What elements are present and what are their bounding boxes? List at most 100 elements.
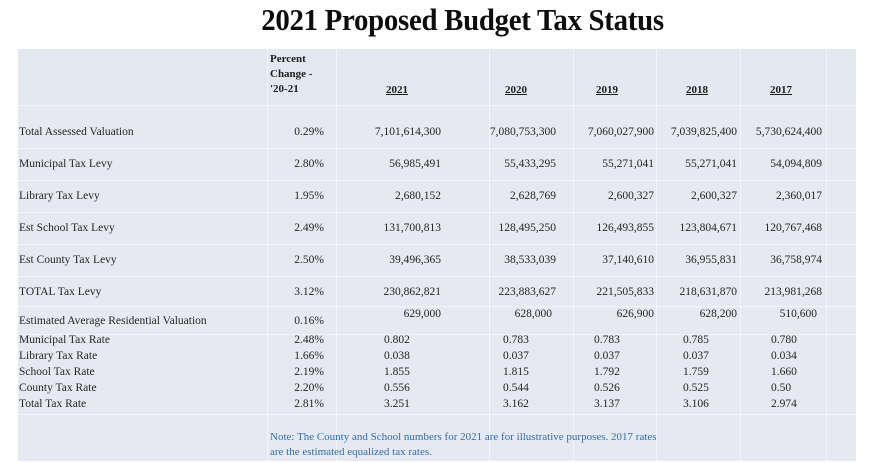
table-value: 55,271,041 — [685, 158, 737, 170]
row-divider — [18, 276, 856, 277]
row-label: Est County Tax Levy — [19, 254, 117, 266]
table-value: 3.162 — [503, 398, 529, 410]
row-divider — [18, 414, 856, 415]
table-value: 131,700,813 — [383, 222, 442, 234]
table-value: 626,900 — [616, 308, 654, 320]
table-value: 2,360,017 — [776, 190, 822, 202]
percent-change-value: 0.16% — [294, 315, 324, 327]
table-value: 223,883,627 — [498, 286, 557, 298]
table-value: 3.251 — [384, 398, 410, 410]
percent-change-value: 1.66% — [294, 350, 324, 362]
table-value: 2,680,152 — [395, 190, 441, 202]
percent-change-header-line: '20-21 — [270, 83, 299, 95]
year-header-2019: 2019 — [596, 84, 618, 96]
table-value: 218,631,870 — [679, 286, 738, 298]
table-value: 7,101,614,300 — [374, 126, 441, 138]
percent-change-value: 0.29% — [294, 126, 324, 138]
percent-change-value: 2.48% — [294, 334, 324, 346]
footnote-line: are the estimated equalized tax rates. — [270, 446, 432, 458]
row-label: Library Tax Levy — [19, 190, 100, 202]
percent-change-value: 3.12% — [294, 286, 324, 298]
table-value: 38,533,039 — [504, 254, 556, 266]
table-value: 2,600,327 — [608, 190, 654, 202]
row-divider — [18, 306, 856, 307]
table-value: 0.780 — [771, 334, 797, 346]
row-label: Library Tax Rate — [19, 350, 98, 362]
table-value: 0.034 — [771, 350, 797, 362]
row-divider — [18, 212, 856, 213]
table-value: 39,496,365 — [389, 254, 441, 266]
table-value: 126,493,855 — [596, 222, 655, 234]
percent-change-header: Percent Change - '20-21 — [270, 52, 312, 97]
table-value: 0.785 — [683, 334, 709, 346]
table-value: 0.525 — [683, 382, 709, 394]
table-value: 2.974 — [771, 398, 797, 410]
table-value: 7,060,027,900 — [587, 126, 654, 138]
table-value: 3.106 — [683, 398, 709, 410]
table-value: 128,495,250 — [498, 222, 557, 234]
table-value: 628,200 — [699, 308, 737, 320]
table-value: 0.50 — [771, 382, 792, 394]
year-header-2020: 2020 — [505, 84, 527, 96]
table-value: 54,094,809 — [770, 158, 822, 170]
column-divider — [826, 49, 827, 461]
percent-change-value: 2.19% — [294, 366, 324, 378]
row-label: Municipal Tax Levy — [19, 158, 113, 170]
footnote-line: Note: The County and School numbers for … — [270, 431, 657, 443]
table-value: 230,862,821 — [383, 286, 442, 298]
row-label: Total Tax Rate — [19, 398, 87, 410]
row-label: Total Assessed Valuation — [19, 126, 134, 138]
percent-change-header-line: Change - — [270, 68, 313, 80]
column-divider — [740, 49, 741, 461]
table-value: 36,758,974 — [770, 254, 822, 266]
table-value: 629,000 — [403, 308, 441, 320]
table-value: 1.815 — [503, 366, 529, 378]
column-divider — [656, 49, 657, 461]
row-label: School Tax Rate — [19, 366, 95, 378]
table-value: 3.137 — [594, 398, 620, 410]
table-value: 120,767,468 — [764, 222, 823, 234]
row-label: Municipal Tax Rate — [19, 334, 110, 346]
row-label: TOTAL Tax Levy — [19, 286, 102, 298]
table-value: 2,600,327 — [691, 190, 737, 202]
percent-change-value: 2.80% — [294, 158, 324, 170]
row-divider — [18, 180, 856, 181]
percent-change-value: 2.50% — [294, 254, 324, 266]
table-value: 0.037 — [503, 350, 529, 362]
table-value: 213,981,268 — [764, 286, 823, 298]
column-divider — [267, 49, 268, 461]
year-header-2021: 2021 — [386, 84, 408, 96]
percent-change-value: 1.95% — [294, 190, 324, 202]
percent-change-header-line: Percent — [270, 53, 306, 65]
table-value: 1.792 — [594, 366, 620, 378]
table-value: 221,505,833 — [596, 286, 655, 298]
year-header-2017: 2017 — [770, 84, 792, 96]
table-value: 36,955,831 — [685, 254, 737, 266]
table-value: 0.783 — [594, 334, 620, 346]
table-value: 7,080,753,300 — [489, 126, 556, 138]
table-value: 55,271,041 — [602, 158, 654, 170]
table-value: 7,039,825,400 — [670, 126, 737, 138]
table-value: 1.855 — [384, 366, 410, 378]
table-value: 0.526 — [594, 382, 620, 394]
column-divider — [573, 49, 574, 461]
row-label: Est School Tax Levy — [19, 222, 115, 234]
column-divider — [489, 49, 490, 461]
row-divider — [18, 334, 856, 335]
table-value: 0.544 — [503, 382, 529, 394]
footnote: Note: The County and School numbers for … — [270, 430, 657, 460]
year-header-2018: 2018 — [686, 84, 708, 96]
row-divider — [18, 105, 856, 106]
table-value: 37,140,610 — [602, 254, 654, 266]
table-value: 628,000 — [514, 308, 552, 320]
table-value: 0.783 — [503, 334, 529, 346]
budget-table — [18, 49, 856, 461]
table-value: 2,628,769 — [510, 190, 556, 202]
table-value: 0.802 — [384, 334, 410, 346]
row-label: Estimated Average Residential Valuation — [19, 315, 207, 327]
row-divider — [18, 244, 856, 245]
table-value: 1.660 — [771, 366, 797, 378]
table-value: 0.037 — [683, 350, 709, 362]
table-value: 0.038 — [384, 350, 410, 362]
page-title: 2021 Proposed Budget Tax Status — [261, 2, 664, 37]
